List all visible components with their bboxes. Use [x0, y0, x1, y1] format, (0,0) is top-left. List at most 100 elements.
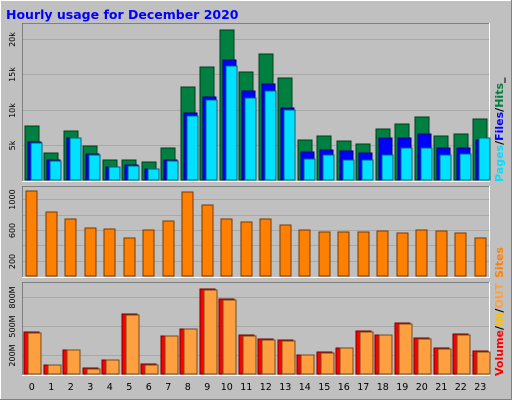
bar-out-1 [47, 364, 62, 375]
bar-out-12 [261, 339, 276, 375]
legend-middle-item: Sites [493, 247, 506, 278]
bar-pages-22 [459, 153, 472, 181]
bar-pages-15 [322, 154, 335, 181]
x-tick-label: 8 [185, 382, 191, 393]
panel-bottom: 200M 500M 800M [8, 282, 491, 376]
panel-middle: 200 600 1000 [8, 186, 490, 278]
bar-out-19 [398, 323, 413, 375]
bar-out-15 [320, 352, 335, 375]
x-tick-label: 0 [29, 382, 35, 393]
panel-top-tick-label: 15k [8, 67, 17, 82]
legend-top: Pages/Files/Hits_ [493, 77, 506, 182]
panel-bottom-tick-label: 500M [8, 315, 17, 337]
x-tick-label: 1 [48, 382, 54, 393]
x-tick-label: 16 [338, 382, 350, 393]
bar-out-23 [476, 351, 491, 375]
bar-pages-23 [478, 137, 491, 181]
bar-sites-17 [357, 231, 370, 277]
x-tick-label: 19 [396, 382, 408, 393]
x-tick-label: 2 [68, 382, 74, 393]
x-tick-label: 23 [474, 382, 486, 393]
bar-pages-6 [147, 168, 160, 181]
panel-middle-background [22, 186, 490, 278]
panel-bottom-tick-label: 200M [8, 344, 17, 366]
x-tick-label: 12 [260, 382, 272, 393]
bar-pages-5 [127, 165, 140, 181]
bar-pages-0 [30, 142, 43, 181]
bar-out-11 [242, 335, 257, 375]
x-tick-label: 3 [87, 382, 93, 393]
bar-out-9 [203, 289, 218, 375]
bar-out-5 [125, 314, 140, 375]
legend-top-item: Pages [493, 144, 506, 182]
bar-out-4 [105, 359, 120, 375]
bar-out-6 [144, 364, 159, 375]
bar-out-18 [378, 334, 393, 375]
legend-top-item: / [493, 107, 506, 112]
panel-top-tick-label: 5k [8, 140, 17, 150]
bar-out-21 [437, 348, 452, 375]
bar-pages-9 [205, 99, 218, 181]
bar-sites-14 [298, 229, 311, 277]
bar-pages-17 [361, 159, 374, 181]
x-tick-label: 14 [299, 382, 311, 393]
bar-sites-21 [435, 230, 448, 277]
bar-sites-7 [162, 220, 175, 277]
bar-sites-13 [279, 224, 292, 277]
bar-out-14 [300, 354, 315, 375]
legend-top-item: _ [493, 77, 506, 83]
bar-out-20 [417, 338, 432, 375]
bar-sites-5 [123, 237, 136, 277]
legend-bottom: Volume/IN/OUT [493, 282, 506, 376]
bar-sites-9 [201, 204, 214, 277]
bar-sites-6 [142, 229, 155, 277]
bar-pages-18 [381, 154, 394, 181]
bar-pages-3 [88, 154, 101, 181]
x-tick-label: 15 [318, 382, 330, 393]
panel-bottom-tick-label: 800M [8, 286, 17, 308]
bar-pages-21 [439, 154, 452, 181]
legend-bottom-item: / [493, 325, 506, 330]
bar-out-22 [456, 334, 471, 375]
x-tick-label: 17 [357, 382, 369, 393]
legend-bottom-item: IN [493, 313, 506, 326]
bar-out-0 [27, 332, 42, 375]
bar-sites-11 [240, 221, 253, 277]
chart-panels: 5k 10k 15k 20k 200 600 1000 200M 500M 800M [8, 23, 491, 376]
bar-sites-8 [181, 191, 194, 277]
bar-pages-13 [283, 109, 296, 181]
bar-pages-4 [108, 166, 121, 181]
x-tick-label: 13 [279, 382, 291, 393]
bar-sites-18 [376, 230, 389, 277]
panel-top-tick-label: 20k [8, 32, 17, 47]
bar-sites-12 [259, 218, 272, 277]
x-tick-label: 4 [107, 382, 113, 393]
bar-sites-10 [220, 218, 233, 277]
panel-middle-tick-label: 600 [8, 223, 17, 238]
bar-sites-1 [45, 211, 58, 277]
bar-sites-2 [64, 218, 77, 277]
x-axis-labels: 0 1 2 3 4 5 6 7 8 9 10 11 12 13 14 15 16 17 18 19 20 21 22 23 [29, 382, 487, 393]
bar-pages-11 [244, 97, 257, 181]
bar-pages-12 [264, 90, 277, 181]
bar-sites-23 [474, 237, 487, 277]
bar-out-10 [222, 299, 237, 375]
legend-bottom-item: / [493, 308, 506, 313]
legend-top-item: / [493, 140, 506, 145]
legends: Pages/Files/Hits_ Sites Volume/IN/OUT [493, 77, 506, 376]
x-tick-label: 7 [165, 382, 171, 393]
panel-middle-tick-label: 1000 [8, 189, 17, 209]
bar-pages-14 [303, 158, 316, 181]
bar-pages-19 [400, 147, 413, 181]
bar-pages-16 [342, 159, 355, 181]
bar-out-2 [66, 349, 81, 375]
x-tick-label: 22 [455, 382, 467, 393]
bar-sites-16 [337, 231, 350, 277]
bar-sites-15 [318, 231, 331, 277]
panel-middle-tick-label: 200 [8, 254, 17, 269]
panel-top-tick-label: 10k [8, 103, 17, 118]
x-tick-label: 11 [240, 382, 252, 393]
x-tick-label: 21 [435, 382, 447, 393]
